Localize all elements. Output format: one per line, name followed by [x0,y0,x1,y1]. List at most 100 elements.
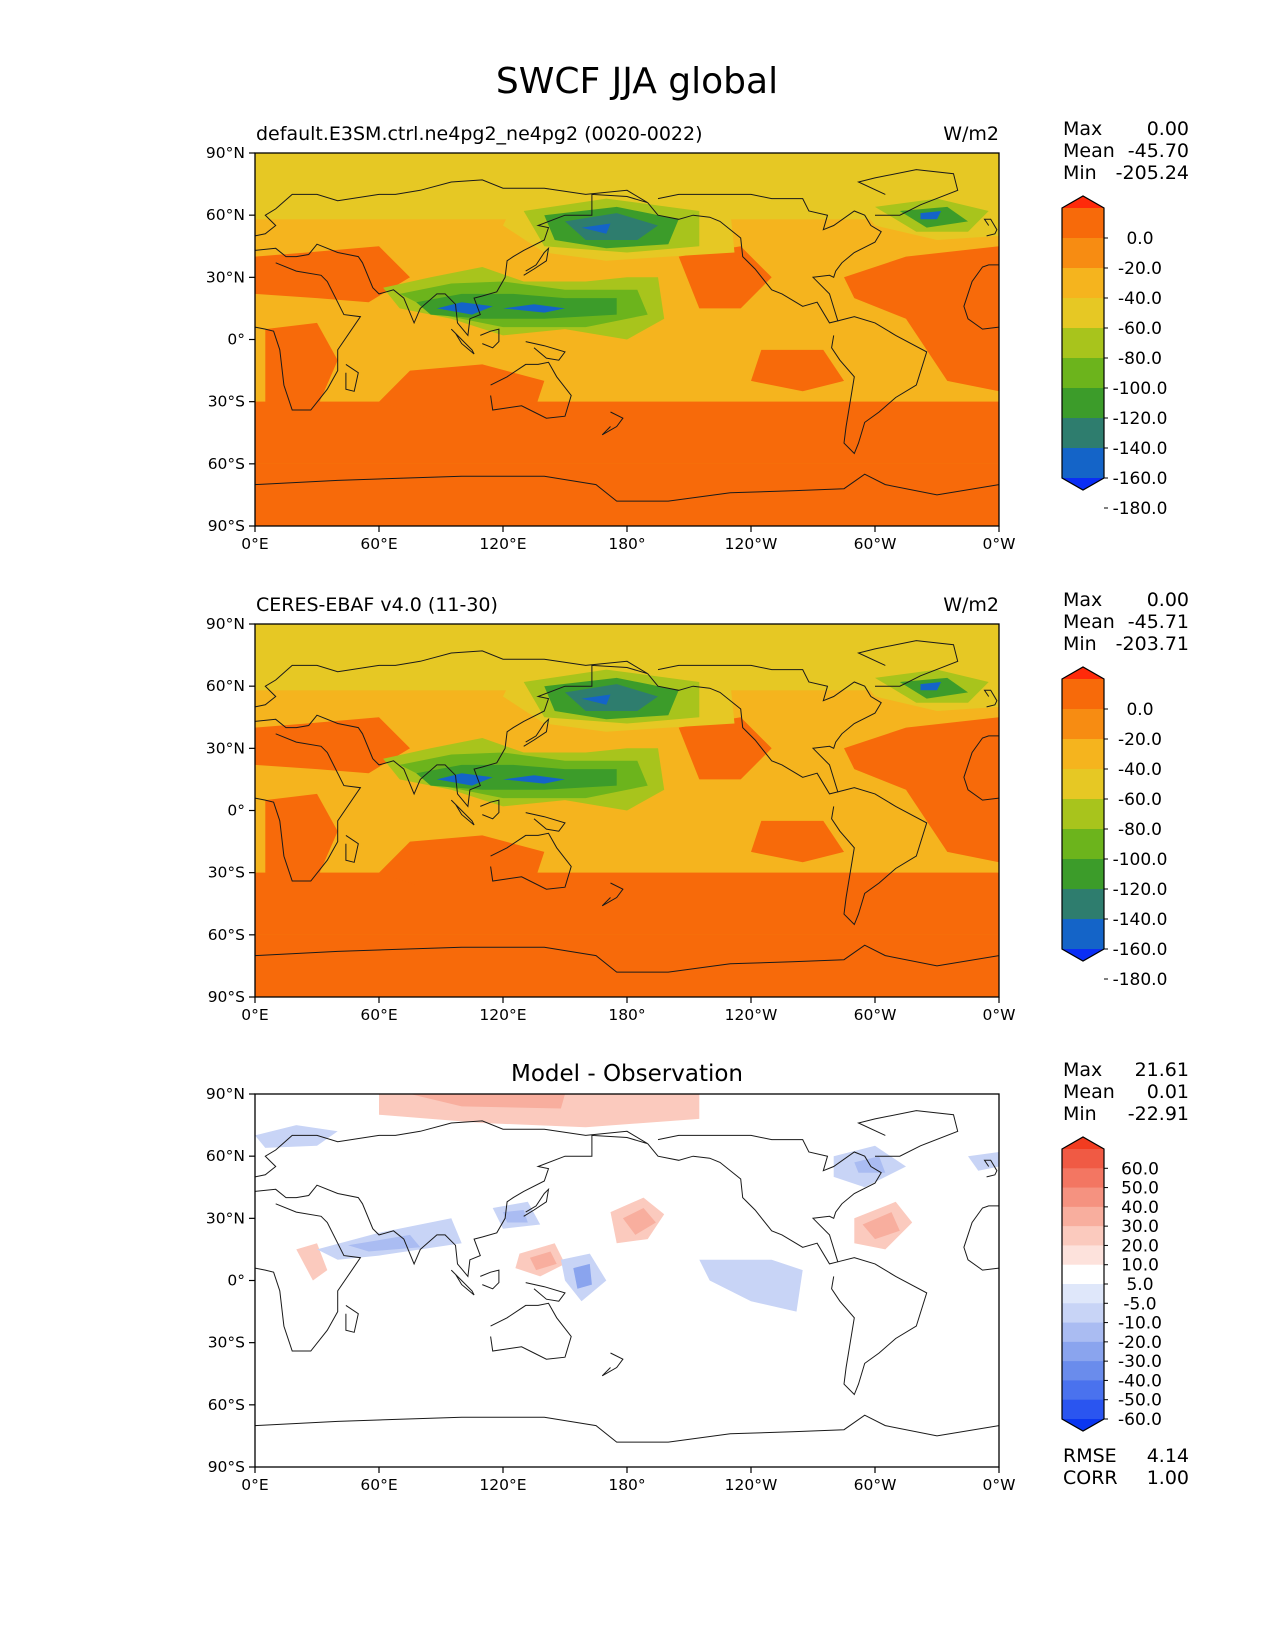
colorbar-tick-label: 30.0 [1121,1217,1159,1237]
colorbar-bin [1062,328,1104,359]
difference-max-value: 21.61 [1135,1059,1189,1081]
colorbar-tick-label: -100.0 [1113,850,1168,870]
field-contour [751,820,844,863]
field-contour [844,246,999,392]
panel-model-title: default.E3SM.ctrl.ne4pg2_ne4pg2 (0020-00… [256,123,703,145]
lon-tick-label: 0°E [241,1006,268,1024]
lon-tick-label: 60°E [360,1476,397,1494]
lon-tick-label: 120°E [479,535,526,553]
field-contour [862,1212,900,1240]
coastline [450,1269,475,1296]
lat-tick-label: 30°N [206,268,245,286]
field-contour [255,717,410,774]
coastline [601,411,624,436]
field-contour [529,1251,557,1271]
colorbar-tick-label: -180.0 [1113,499,1168,519]
colorbar-bin [1062,298,1104,329]
lon-tick-label: 0°W [983,1006,1016,1024]
panel-model-coastlines [255,169,999,502]
field-band [255,401,999,464]
field-contour [920,682,942,691]
lat-tick-label: 60°S [208,455,245,473]
panel-observation-field [255,624,999,997]
colorbar-extend-min [1062,1419,1104,1431]
panel-difference: Model - Observation 90°N 60°N 30°N 0° 30°S 60… [206,1059,1189,1494]
colorbar-bin [1062,859,1104,890]
lon-tick-label: 180° [608,1006,645,1024]
observation-colorbar: 0.0 -20.0 -40.0 -60.0 -80.0 -100.0 -120.0 -140.… [1061,666,1168,990]
field-contour [920,211,942,220]
field-contour [730,153,999,187]
coastline [490,1302,572,1360]
colorbar-bin [1062,1187,1104,1208]
coastline [255,733,362,882]
colorbar-tick-label: -140.0 [1113,439,1168,459]
coastline [255,179,648,337]
colorbar-tick-label: -20.0 [1118,1333,1162,1353]
coastline [450,328,475,355]
colorbar-tick-label: -60.0 [1118,1410,1162,1430]
lat-tick-label: 90°S [208,517,245,535]
lon-tick-label: 60°E [360,535,397,553]
lat-tick-label: 60°S [208,1396,245,1414]
colorbar-bin [1062,268,1104,299]
lon-tick-label: 0°W [983,535,1016,553]
model-min-label: Min [1063,162,1097,184]
coastline [647,664,882,795]
panel-difference-field [255,1094,999,1467]
lon-tick-label: 120°E [479,1006,526,1024]
panel-model-units: W/m2 [943,123,999,145]
coastline [983,218,998,237]
field-contour [581,223,611,234]
colorbar-extend-max [1062,196,1104,208]
coastline [525,812,566,832]
colorbar-bin [1062,1149,1104,1169]
coastline [963,735,999,801]
coastline [345,363,359,392]
observation-min-value: -203.71 [1116,633,1189,655]
colorbar-tick-label: -60.0 [1118,790,1162,810]
colorbar-extend-min [1062,949,1104,961]
panel-observation: CERES-EBAF v4.0 (11-30) W/m2 90°N 60°N 30°… [206,589,1189,1024]
field-contour [265,793,338,879]
colorbar-extend-max [1062,1137,1104,1149]
panel-observation-coastlines [255,640,999,973]
coastline [480,1269,500,1290]
coastline [255,262,362,411]
field-contour [730,624,999,658]
colorbar-bin [1062,889,1104,920]
colorbar-bin [1062,418,1104,449]
colorbar-bin [1062,829,1104,860]
colorbar-tick-label: 50.0 [1121,1179,1159,1199]
colorbar-tick-label: 0.0 [1126,700,1153,720]
colorbar-tick-label: -40.0 [1118,760,1162,780]
lon-tick-label: 180° [608,535,645,553]
field-band [255,463,999,526]
colorbar-bin [1062,1264,1104,1285]
coastline [857,1110,959,1157]
lat-tick-label: 60°N [206,206,245,224]
panel-difference-title: Model - Observation [511,1061,743,1087]
lon-tick-label: 0°E [241,535,268,553]
lat-tick-label: 90°S [208,988,245,1006]
model-colorbar: 0.0 -20.0 -40.0 -60.0 -80.0 -100.0 -120.0 -140.… [1061,195,1168,519]
panel-model-field [255,153,999,526]
field-contour [622,1208,656,1235]
difference-max-label: Max [1063,1059,1102,1081]
colorbar-tick-label: -180.0 [1113,970,1168,990]
lat-tick-label: 30°S [208,864,245,882]
coastline [523,717,550,747]
lat-tick-label: 30°N [206,739,245,757]
colorbar-bin [1062,739,1104,770]
difference-mean-value: 0.01 [1147,1081,1189,1103]
field-contour [255,1125,338,1148]
coastline [345,834,359,863]
lon-tick-label: 120°W [725,1476,778,1494]
coastline [255,1203,362,1352]
colorbar-bin [1062,448,1104,479]
lat-tick-label: 30°S [208,1334,245,1352]
coastline [523,1187,550,1217]
coastline [601,1352,624,1377]
colorbar-bin [1062,1399,1104,1420]
lon-tick-label: 60°W [854,1006,897,1024]
